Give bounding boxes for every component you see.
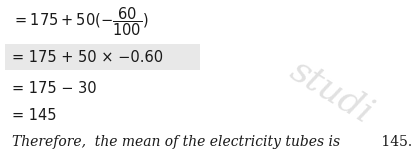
Text: 145.: 145. <box>376 135 411 149</box>
Text: = 175 − 30: = 175 − 30 <box>12 81 97 95</box>
Text: studi: studi <box>284 53 380 130</box>
Text: Therefore,  the mean of the electricity tubes is: Therefore, the mean of the electricity t… <box>12 135 340 149</box>
Text: = 175 + 50 × −0.60: = 175 + 50 × −0.60 <box>12 50 163 65</box>
Text: = 145: = 145 <box>12 108 56 123</box>
Text: $= 175 + 50(-\dfrac{60}{100})$: $= 175 + 50(-\dfrac{60}{100})$ <box>12 6 148 38</box>
FancyBboxPatch shape <box>5 44 200 70</box>
